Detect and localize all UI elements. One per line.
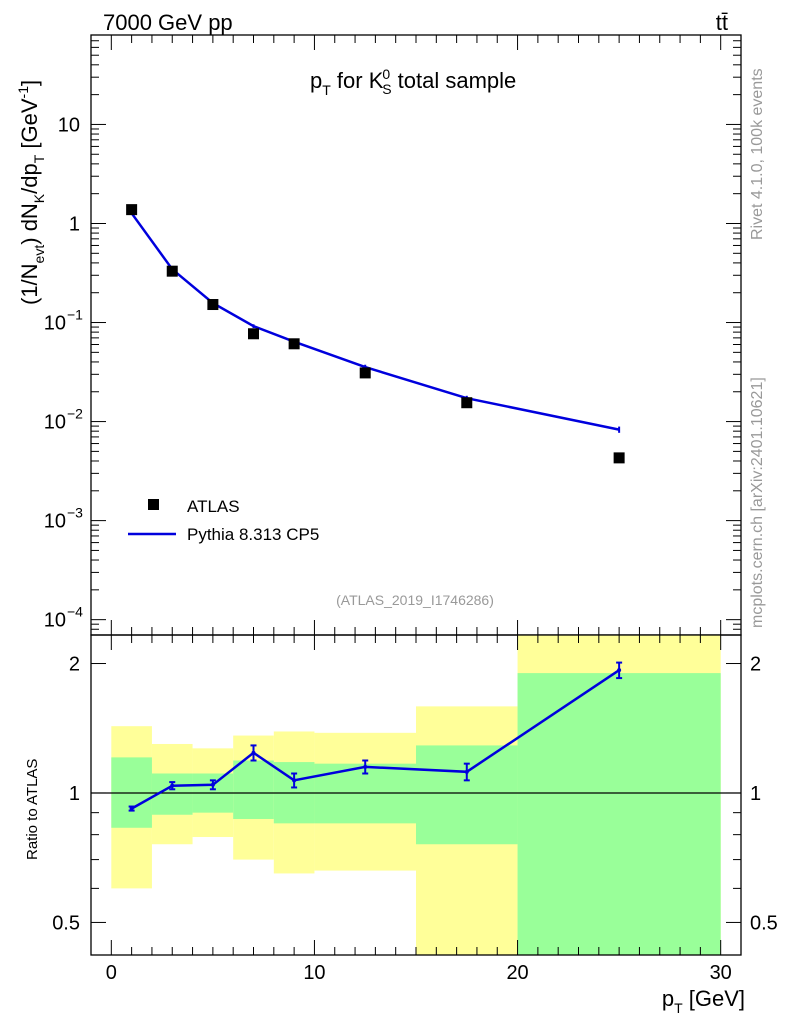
legend-pythia-label: Pythia 8.313 CP5	[187, 525, 319, 544]
main-y-tick-exponent: −3	[67, 505, 83, 521]
main-y-tick-exponent: −1	[67, 307, 83, 323]
atlas-data-point	[207, 299, 219, 311]
mcplots-label: mcplots.cern.ch [arXiv:2401.10621]	[749, 377, 766, 628]
main-y-tick-exponent: −2	[67, 406, 83, 422]
atlas-data-point	[461, 397, 473, 409]
ratio-y-tick-label: 0.5	[52, 912, 80, 934]
main-y-tick-label: 10	[44, 313, 66, 335]
legend: ATLAS Pythia 8.313 CP5	[128, 497, 319, 544]
ratio-inner-band	[416, 745, 518, 845]
ratio-data-point	[363, 764, 368, 769]
ratio-y-axis-title: Ratio to ATLAS	[24, 759, 41, 860]
ratio-y-tick-label: 1	[69, 783, 80, 805]
analysis-id: (ATLAS_2019_I1746286)	[336, 592, 494, 608]
atlas-data-point	[359, 367, 371, 379]
x-tick-label: 30	[710, 962, 732, 984]
x-tick-label: 20	[506, 962, 528, 984]
legend-atlas-label: ATLAS	[187, 497, 240, 516]
ratio-panel: 0 10 20 30 0.5 0.5 1 1 2 2 Ratio to ATLAS pT [GeV…	[24, 634, 778, 1016]
main-title: pT for K0 S total sample	[310, 66, 516, 98]
ratio-y-tick-label-right: 2	[750, 654, 761, 676]
energy-label: 7000 GeV pp	[103, 10, 233, 35]
pythia-line	[130, 212, 620, 431]
ratio-data-point	[464, 769, 469, 774]
main-y-tick-label: 10	[58, 114, 80, 136]
x-tick-label: 0	[106, 962, 117, 984]
ratio-data-point	[292, 778, 297, 783]
atlas-data-point	[126, 204, 138, 216]
main-y-tick-label: 10	[44, 610, 66, 632]
x-tick-label: 10	[303, 962, 325, 984]
ratio-data-point	[210, 782, 215, 787]
atlas-data-point	[288, 338, 300, 350]
ratio-data-point	[617, 668, 622, 673]
rivet-version-label: Rivet 4.1.0, 100k events	[749, 68, 766, 240]
main-frame	[90, 34, 742, 636]
ratio-y-tick-label: 2	[69, 654, 80, 676]
ratio-inner-band	[517, 673, 721, 955]
process-label: tt̄	[716, 10, 728, 35]
ratio-data-point	[129, 806, 134, 811]
ratio-y-tick-label-right: 0.5	[750, 912, 778, 934]
ratio-axes: 0 10 20 30 0.5 0.5 1 1 2 2	[52, 635, 778, 984]
main-y-tick-exponent: −4	[67, 604, 83, 620]
main-y-tick-label: 10	[44, 412, 66, 434]
ratio-inner-band	[233, 760, 274, 819]
ratio-data-layer	[91, 635, 741, 955]
main-y-tick-label: 1	[69, 213, 80, 235]
x-axis-title: pT [GeV]	[662, 986, 745, 1016]
atlas-data-point	[613, 452, 625, 464]
main-y-axis-title: (1/Nevt) dNK/dpT [GeV-1]	[15, 80, 47, 305]
main-y-tick-label: 10	[44, 511, 66, 533]
atlas-data-point	[166, 265, 178, 277]
legend-atlas-marker	[148, 499, 159, 510]
ratio-line	[130, 669, 620, 810]
atlas-data-point	[248, 328, 259, 340]
ratio-y-tick-label-right: 1	[750, 783, 761, 805]
ratio-frame	[90, 634, 742, 956]
main-data-layer	[126, 204, 625, 464]
ratio-data-point	[170, 783, 175, 788]
ratio-data-point	[251, 750, 256, 755]
